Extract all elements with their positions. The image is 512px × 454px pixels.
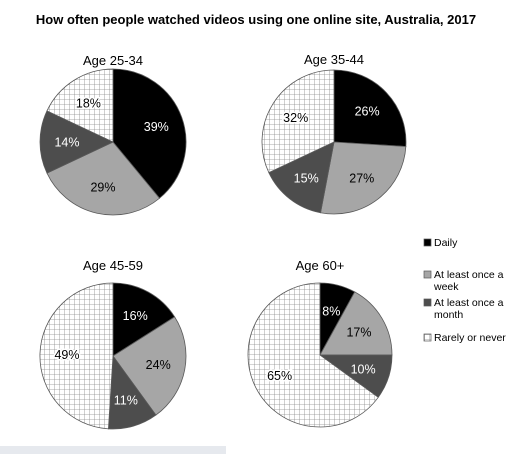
slice-label-month: 15% bbox=[294, 171, 319, 185]
pie-slice-month bbox=[268, 141, 335, 214]
chart-title: How often people watched videos using on… bbox=[36, 12, 476, 27]
slice-label-week: 24% bbox=[146, 358, 171, 372]
pies-group: Age 25-34 39% 29% 14% 18% Age 35-44 26% 27% 15% 3… bbox=[39, 52, 407, 430]
pie-slice-daily bbox=[333, 69, 407, 147]
legend-label-month: At least once a month bbox=[434, 297, 504, 321]
pie-slice-month bbox=[39, 110, 114, 174]
pie-slice-rarely bbox=[39, 282, 114, 430]
pie-title: Age 35-44 bbox=[304, 52, 364, 67]
legend-swatch-month bbox=[423, 298, 432, 307]
pie-title: Age 25-34 bbox=[83, 53, 143, 68]
legend-swatch-week bbox=[423, 270, 432, 279]
legend-swatch-rarely bbox=[423, 333, 432, 342]
pie-slice-week bbox=[320, 141, 407, 215]
legend-label-week: At least once a week bbox=[433, 269, 504, 293]
slice-label-week: 27% bbox=[349, 171, 374, 185]
slice-label-month: 11% bbox=[114, 394, 138, 408]
pie-title: Age 60+ bbox=[296, 258, 345, 273]
slice-label-week: 29% bbox=[90, 180, 115, 194]
pie-slice-rarely bbox=[261, 69, 335, 174]
slice-label-daily: 26% bbox=[355, 104, 380, 118]
legend-swatch-daily bbox=[423, 238, 432, 247]
pie-slice-rarely bbox=[247, 282, 379, 428]
pie-3: Age 45-59 16% 24% 11% 49% bbox=[39, 258, 187, 430]
pie-4: Age 60+ 8% 17% 10% 65% bbox=[247, 258, 393, 428]
pie-1: Age 25-34 39% 29% 14% 18% bbox=[39, 53, 187, 216]
pie-slice-daily bbox=[112, 68, 187, 199]
legend-label-rarely: Rarely or never bbox=[434, 332, 506, 344]
slice-label-rarely: 18% bbox=[76, 97, 101, 111]
slice-label-rarely: 65% bbox=[267, 369, 292, 383]
pie-slice-week bbox=[112, 316, 187, 416]
slice-label-month: 14% bbox=[54, 136, 79, 150]
slice-label-month: 10% bbox=[351, 363, 376, 377]
pie-title: Age 45-59 bbox=[83, 258, 143, 273]
slice-label-week: 17% bbox=[346, 325, 371, 339]
slice-label-rarely: 49% bbox=[54, 348, 79, 362]
slice-label-daily: 39% bbox=[144, 120, 169, 134]
slice-label-daily: 16% bbox=[123, 309, 148, 323]
bottom-scroll-strip bbox=[0, 446, 226, 454]
pie-slice-week bbox=[319, 291, 393, 356]
pie-slice-daily bbox=[112, 282, 176, 357]
legend-label-daily: Daily bbox=[434, 237, 458, 249]
slice-label-rarely: 32% bbox=[283, 111, 308, 125]
pie-slice-rarely bbox=[46, 68, 114, 143]
slice-label-daily: 8% bbox=[322, 305, 340, 319]
pie-2: Age 35-44 26% 27% 15% 32% bbox=[261, 52, 407, 215]
